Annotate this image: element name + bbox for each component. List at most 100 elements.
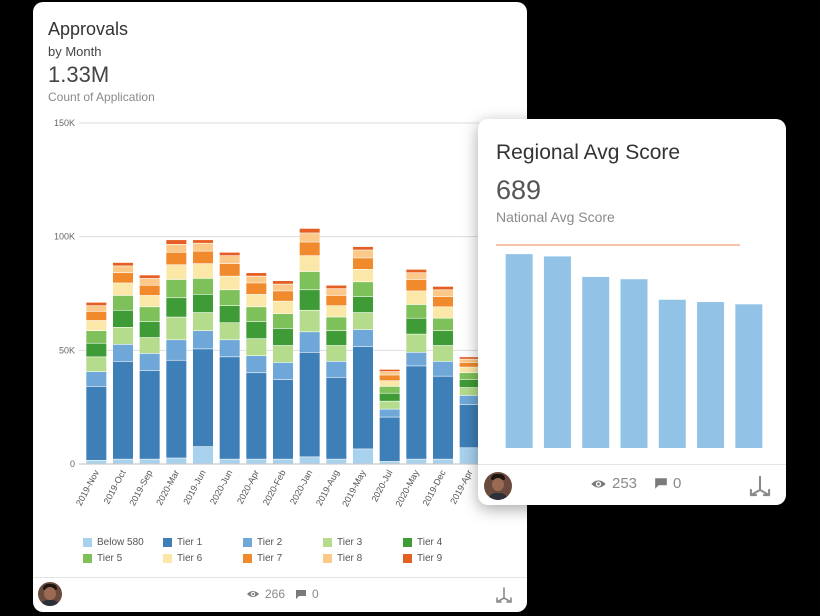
bar-segment[interactable] (139, 337, 160, 354)
bar-segment[interactable] (299, 290, 320, 310)
legend-item[interactable]: Tier 5 (83, 553, 122, 564)
bar-segment[interactable] (219, 357, 240, 459)
bar-segment[interactable] (273, 301, 293, 314)
regional-comments[interactable]: 0 (654, 475, 681, 492)
bar-segment[interactable] (193, 312, 213, 331)
bar-segment[interactable] (406, 291, 427, 305)
bar-segment[interactable] (86, 311, 107, 321)
bar-segment[interactable] (299, 352, 320, 457)
bar-segment[interactable] (353, 296, 373, 313)
bar-segment[interactable] (246, 321, 267, 339)
bar-segment[interactable] (299, 310, 320, 332)
bar-segment[interactable] (113, 273, 133, 283)
bar-segment[interactable] (246, 356, 267, 373)
bar-segment[interactable] (219, 263, 240, 276)
bar-segment[interactable] (219, 276, 240, 290)
bar-segment[interactable] (326, 317, 347, 331)
bar-segment[interactable] (113, 283, 133, 296)
bar-segment[interactable] (379, 417, 400, 462)
bar-segment[interactable] (433, 459, 453, 464)
bar-segment[interactable] (166, 360, 187, 458)
bar-segment[interactable] (273, 284, 293, 291)
bar-segment[interactable] (459, 359, 480, 363)
bar-segment[interactable] (353, 312, 373, 330)
bar-segment[interactable] (299, 332, 320, 353)
bar-segment[interactable] (299, 233, 320, 242)
bar-segment[interactable] (113, 361, 133, 459)
bar-segment[interactable] (193, 263, 213, 279)
bar-segment[interactable] (193, 294, 213, 313)
bar-segment[interactable] (193, 446, 213, 464)
bar-segment[interactable] (459, 448, 480, 464)
bar-segment[interactable] (166, 317, 187, 340)
bar-segment[interactable] (459, 404, 480, 448)
bar-segment[interactable] (406, 273, 427, 280)
bar-segment[interactable] (326, 285, 347, 289)
expand-icon[interactable] (747, 473, 773, 499)
bar-segment[interactable] (406, 459, 427, 464)
bar-segment[interactable] (353, 269, 373, 282)
bar-segment[interactable] (406, 318, 427, 334)
bar-segment[interactable] (273, 280, 293, 284)
bar-segment[interactable] (459, 395, 480, 405)
bar-segment[interactable] (379, 381, 400, 387)
bar-segment[interactable] (353, 449, 373, 464)
bar-segment[interactable] (113, 459, 133, 464)
bar-segment[interactable] (299, 228, 320, 233)
bar-segment[interactable] (86, 343, 107, 357)
legend-item[interactable]: Tier 7 (243, 553, 282, 564)
bar-segment[interactable] (273, 459, 293, 464)
bar-segment[interactable] (459, 357, 480, 359)
bar-segment[interactable] (113, 262, 133, 266)
legend-item[interactable]: Tier 3 (323, 537, 362, 548)
bar-segment[interactable] (433, 376, 453, 459)
bar-segment[interactable] (139, 278, 160, 285)
bar-segment[interactable] (113, 310, 133, 327)
bar-segment[interactable] (273, 362, 293, 380)
bar[interactable] (582, 276, 610, 448)
bar-segment[interactable] (326, 306, 347, 317)
regional-owner-avatar[interactable] (484, 472, 512, 500)
bar-segment[interactable] (459, 379, 480, 388)
bar[interactable] (505, 254, 533, 448)
bar-segment[interactable] (139, 370, 160, 459)
bar-segment[interactable] (139, 307, 160, 322)
expand-icon[interactable] (494, 585, 514, 605)
bar-segment[interactable] (166, 240, 187, 245)
legend-item[interactable]: Tier 4 (403, 537, 442, 548)
bar-segment[interactable] (406, 279, 427, 291)
bar-segment[interactable] (273, 328, 293, 346)
bar-segment[interactable] (433, 290, 453, 297)
legend-item[interactable]: Tier 6 (163, 553, 202, 564)
bar-segment[interactable] (433, 318, 453, 331)
approvals-owner-avatar[interactable] (38, 582, 62, 606)
bar-segment[interactable] (379, 386, 400, 393)
bar-segment[interactable] (353, 346, 373, 449)
bar-segment[interactable] (379, 369, 400, 372)
bar-segment[interactable] (193, 240, 213, 243)
bar-segment[interactable] (326, 345, 347, 362)
bar[interactable] (543, 256, 571, 448)
bar-segment[interactable] (166, 340, 187, 360)
bar-segment[interactable] (459, 373, 480, 380)
bar-segment[interactable] (326, 288, 347, 296)
bar-segment[interactable] (353, 246, 373, 250)
bar-segment[interactable] (379, 461, 400, 464)
bar-segment[interactable] (86, 371, 107, 387)
bar-segment[interactable] (219, 252, 240, 256)
legend-item[interactable]: Tier 9 (403, 553, 442, 564)
bar-segment[interactable] (166, 458, 187, 464)
bar-segment[interactable] (326, 377, 347, 459)
bar-segment[interactable] (219, 340, 240, 357)
bar[interactable] (697, 302, 725, 448)
bar-segment[interactable] (113, 295, 133, 310)
bar-segment[interactable] (219, 255, 240, 264)
bar-segment[interactable] (459, 387, 480, 396)
bar-segment[interactable] (219, 459, 240, 464)
bar-segment[interactable] (273, 291, 293, 301)
bar-segment[interactable] (139, 295, 160, 307)
bar-segment[interactable] (406, 269, 427, 273)
bar-segment[interactable] (193, 243, 213, 251)
legend-item[interactable]: Tier 8 (323, 553, 362, 564)
bar-segment[interactable] (139, 321, 160, 338)
